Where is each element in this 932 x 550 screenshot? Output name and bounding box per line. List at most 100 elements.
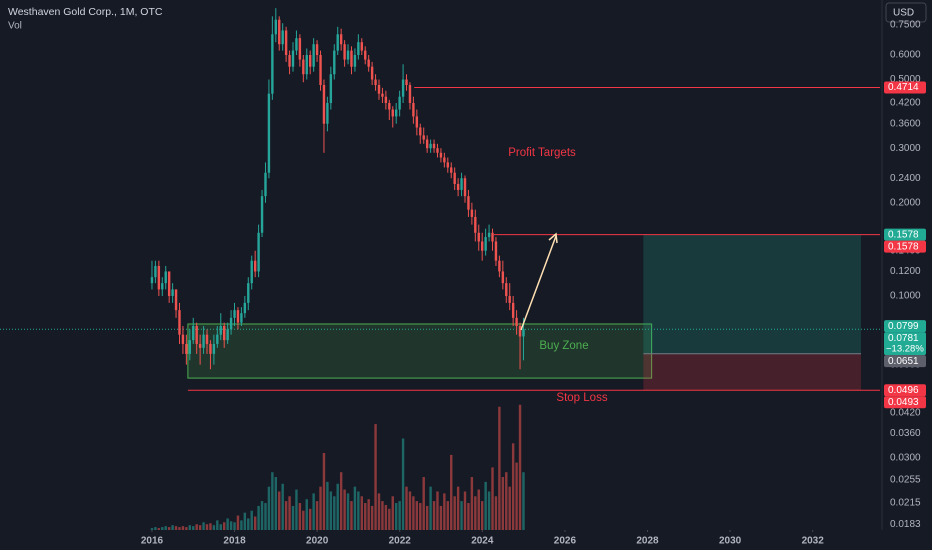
candle-body	[336, 34, 339, 51]
volume-bar	[443, 493, 446, 530]
candle-body	[333, 50, 336, 75]
volume-bar	[412, 496, 415, 530]
volume-bar	[154, 527, 157, 530]
volume-bar	[522, 472, 525, 530]
candle-body	[295, 38, 298, 51]
candle-body	[233, 310, 236, 318]
candle-body	[412, 102, 415, 117]
candle-body	[425, 139, 429, 149]
candle-body	[429, 143, 432, 149]
volume-bar	[477, 489, 480, 530]
volume-bar	[394, 503, 398, 530]
candle-body	[226, 329, 229, 341]
plot-area	[0, 8, 880, 532]
candle-body	[274, 19, 278, 35]
volume-bar	[408, 491, 412, 530]
volume-bar	[364, 503, 367, 530]
volume-bar	[291, 505, 295, 530]
candle-body	[247, 283, 250, 303]
volume-bar	[185, 527, 188, 530]
volume-bar	[288, 496, 291, 530]
volume-bar	[236, 515, 240, 530]
candle-body	[291, 50, 295, 67]
price-label: 0.0781	[888, 333, 919, 344]
volume-bar	[167, 527, 171, 530]
profit-zone	[643, 234, 862, 354]
candle-body	[150, 277, 154, 284]
volume-bar	[446, 501, 450, 530]
candle-body	[450, 167, 453, 173]
volume-bar	[367, 499, 370, 530]
y-tick-label: 0.6000	[890, 50, 921, 61]
candle-body	[498, 260, 501, 272]
price-label-box	[884, 320, 926, 333]
candle-body	[432, 143, 436, 149]
volume-bar	[161, 527, 164, 530]
candle-body	[154, 265, 157, 278]
candle-body	[209, 343, 212, 354]
x-tick-label: 2028	[636, 536, 659, 547]
volume-bar	[343, 489, 346, 530]
volume-bar	[491, 467, 494, 530]
volume-bar	[336, 483, 339, 530]
x-tick-label: 2026	[554, 536, 577, 547]
volume-bar	[312, 493, 315, 530]
candle-body	[456, 183, 460, 190]
candle-body	[308, 55, 312, 67]
candle-body	[487, 232, 491, 238]
candle-body	[181, 334, 185, 344]
y-tick-label: 0.0360	[890, 428, 921, 439]
y-tick-label: 0.4200	[890, 98, 921, 109]
candle-body	[453, 172, 456, 184]
volume-bar	[226, 518, 229, 530]
volume-label: Vol	[8, 21, 22, 32]
volume-bar	[178, 527, 181, 530]
price-label: 0.0496	[888, 385, 919, 396]
volume-bar	[422, 477, 425, 530]
volume-bar	[494, 496, 498, 530]
candle-body	[415, 116, 419, 128]
candle-body	[229, 317, 233, 330]
candle-body	[212, 343, 216, 354]
y-tick-label: 0.3600	[890, 118, 921, 129]
candle-body	[253, 260, 257, 272]
volume-bar	[250, 510, 253, 530]
candle-body	[357, 42, 360, 56]
candle-body	[360, 42, 364, 51]
volume-bar	[339, 472, 343, 530]
y-tick-label: 0.5000	[890, 74, 921, 85]
candle-body	[192, 325, 195, 341]
y-tick-label: 0.0420	[890, 407, 921, 418]
candle-body	[391, 109, 394, 117]
buy-zone	[187, 323, 653, 379]
candle-body	[326, 102, 329, 124]
candle-body	[353, 55, 357, 67]
candle-body	[408, 85, 412, 103]
candle-body	[271, 34, 274, 94]
volume-bar	[243, 512, 247, 530]
volume-bar	[398, 501, 401, 530]
candle-body	[243, 302, 247, 314]
x-tick-label: 2024	[471, 536, 494, 547]
volume-bar	[257, 505, 260, 530]
volume-bar	[511, 443, 515, 530]
candle-body	[443, 157, 446, 163]
currency-button[interactable]	[885, 2, 927, 23]
x-tick-label: 2020	[306, 536, 329, 547]
candle-body	[350, 50, 353, 67]
volume-bar	[436, 491, 439, 530]
candle-body	[319, 55, 322, 86]
x-tick-label: 2032	[802, 536, 825, 547]
volume-bar	[305, 499, 308, 530]
candle-body	[264, 172, 267, 197]
candle-body	[364, 50, 367, 60]
volume-bar	[281, 483, 284, 530]
currency-text[interactable]: USD	[893, 8, 914, 19]
candle-body	[439, 152, 443, 158]
volume-bar	[381, 501, 384, 530]
volume-bar	[188, 525, 192, 530]
candle-body	[281, 30, 284, 45]
volume-bar	[501, 477, 505, 530]
candle-body	[167, 271, 171, 296]
volume-bar	[171, 525, 174, 530]
